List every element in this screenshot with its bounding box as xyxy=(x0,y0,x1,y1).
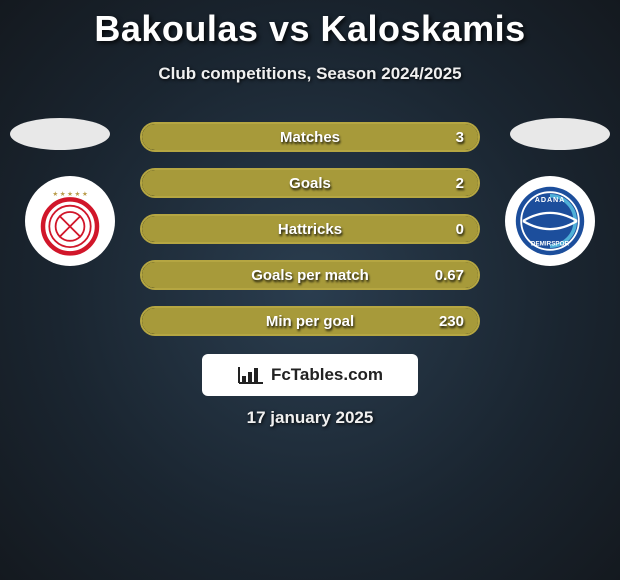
club-crest-left-icon: ★ ★ ★ ★ ★ xyxy=(25,176,115,266)
branding-label: FcTables.com xyxy=(271,365,383,385)
page-title: Bakoulas vs Kaloskamis xyxy=(0,0,620,50)
page-subtitle: Club competitions, Season 2024/2025 xyxy=(0,64,620,84)
footer-date: 17 january 2025 xyxy=(0,408,620,428)
stat-label: Goals per match xyxy=(251,267,369,284)
bar-chart-icon xyxy=(237,365,265,385)
stat-label: Hattricks xyxy=(278,221,342,238)
stat-value-right: 3 xyxy=(456,129,464,146)
svg-text:DEMIRSPOR: DEMIRSPOR xyxy=(531,240,570,247)
svg-text:★ ★ ★ ★ ★: ★ ★ ★ ★ ★ xyxy=(52,191,87,198)
stat-value-right: 0 xyxy=(456,221,464,238)
stat-value-right: 0.67 xyxy=(435,267,464,284)
club-badge-right: ADANA DEMIRSPOR xyxy=(505,176,595,266)
player-avatar-right xyxy=(510,118,610,150)
svg-text:ADANA: ADANA xyxy=(535,195,565,204)
stats-container: Matches 3 Goals 2 Hattricks 0 Goals per … xyxy=(140,122,480,352)
stat-row-min-per-goal: Min per goal 230 xyxy=(140,306,480,336)
player-avatar-left xyxy=(10,118,110,150)
branding-badge: FcTables.com xyxy=(202,354,418,396)
stat-row-goals: Goals 2 xyxy=(140,168,480,198)
stat-label: Min per goal xyxy=(266,313,354,330)
club-badge-left: ★ ★ ★ ★ ★ xyxy=(25,176,115,266)
stat-row-goals-per-match: Goals per match 0.67 xyxy=(140,260,480,290)
stat-value-right: 230 xyxy=(439,313,464,330)
stat-value-right: 2 xyxy=(456,175,464,192)
stat-row-matches: Matches 3 xyxy=(140,122,480,152)
club-crest-right-icon: ADANA DEMIRSPOR xyxy=(505,176,595,266)
stat-label: Goals xyxy=(289,175,331,192)
stat-label: Matches xyxy=(280,129,340,146)
stat-row-hattricks: Hattricks 0 xyxy=(140,214,480,244)
